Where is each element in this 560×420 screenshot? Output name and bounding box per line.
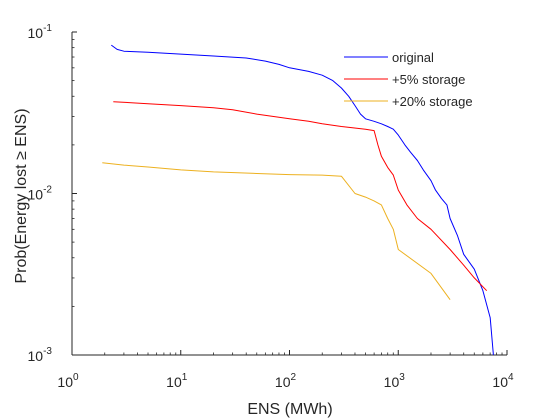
series-line-20-storage xyxy=(102,162,451,300)
x-tick-label-exponent: 4 xyxy=(508,372,514,383)
y-tick-label-exponent: -1 xyxy=(43,23,52,34)
y-tick-label-base: 10 xyxy=(28,25,44,41)
y-tick-label: 10-1 xyxy=(28,23,53,41)
legend: original +5% storage +20% storage xyxy=(344,50,473,109)
x-tick-label: 103 xyxy=(384,372,406,390)
x-axis-label: ENS (MWh) xyxy=(247,401,332,418)
x-tick-label-exponent: 0 xyxy=(73,372,79,383)
y-tick-label-base: 10 xyxy=(28,187,44,203)
y-tick-label: 10-3 xyxy=(28,346,53,364)
y-tick-label-base: 10 xyxy=(28,348,44,364)
series-line-5-storage xyxy=(113,101,488,292)
legend-label-original: original xyxy=(392,50,434,65)
legend-label-20pct: +20% storage xyxy=(392,94,473,109)
y-tick-label-exponent: -3 xyxy=(43,346,52,357)
y-tick-label-exponent: -2 xyxy=(43,185,52,196)
x-tick-label-base: 10 xyxy=(384,374,400,390)
y-tick-label: 10-2 xyxy=(28,185,53,203)
x-tick-label: 100 xyxy=(57,372,79,390)
x-tick-label: 104 xyxy=(492,372,514,390)
legend-label-5pct: +5% storage xyxy=(392,72,465,87)
x-ticks: 100 101 102 103 104 xyxy=(57,350,514,390)
x-tick-label-exponent: 3 xyxy=(399,372,405,383)
x-tick-label-exponent: 1 xyxy=(182,372,188,383)
x-tick-label-exponent: 2 xyxy=(291,372,297,383)
x-tick-label-base: 10 xyxy=(166,374,182,390)
series-layer xyxy=(102,44,494,356)
x-tick-label: 101 xyxy=(166,372,188,390)
series-line-original xyxy=(111,44,494,356)
x-tick-label-base: 10 xyxy=(492,374,508,390)
x-tick-label: 102 xyxy=(275,372,297,390)
x-tick-label-base: 10 xyxy=(57,374,73,390)
y-ticks: 10-110-210-3 xyxy=(28,23,77,364)
x-tick-label-base: 10 xyxy=(275,374,291,390)
y-axis-label: Prob(Energy lost ≥ ENS) xyxy=(13,108,30,283)
